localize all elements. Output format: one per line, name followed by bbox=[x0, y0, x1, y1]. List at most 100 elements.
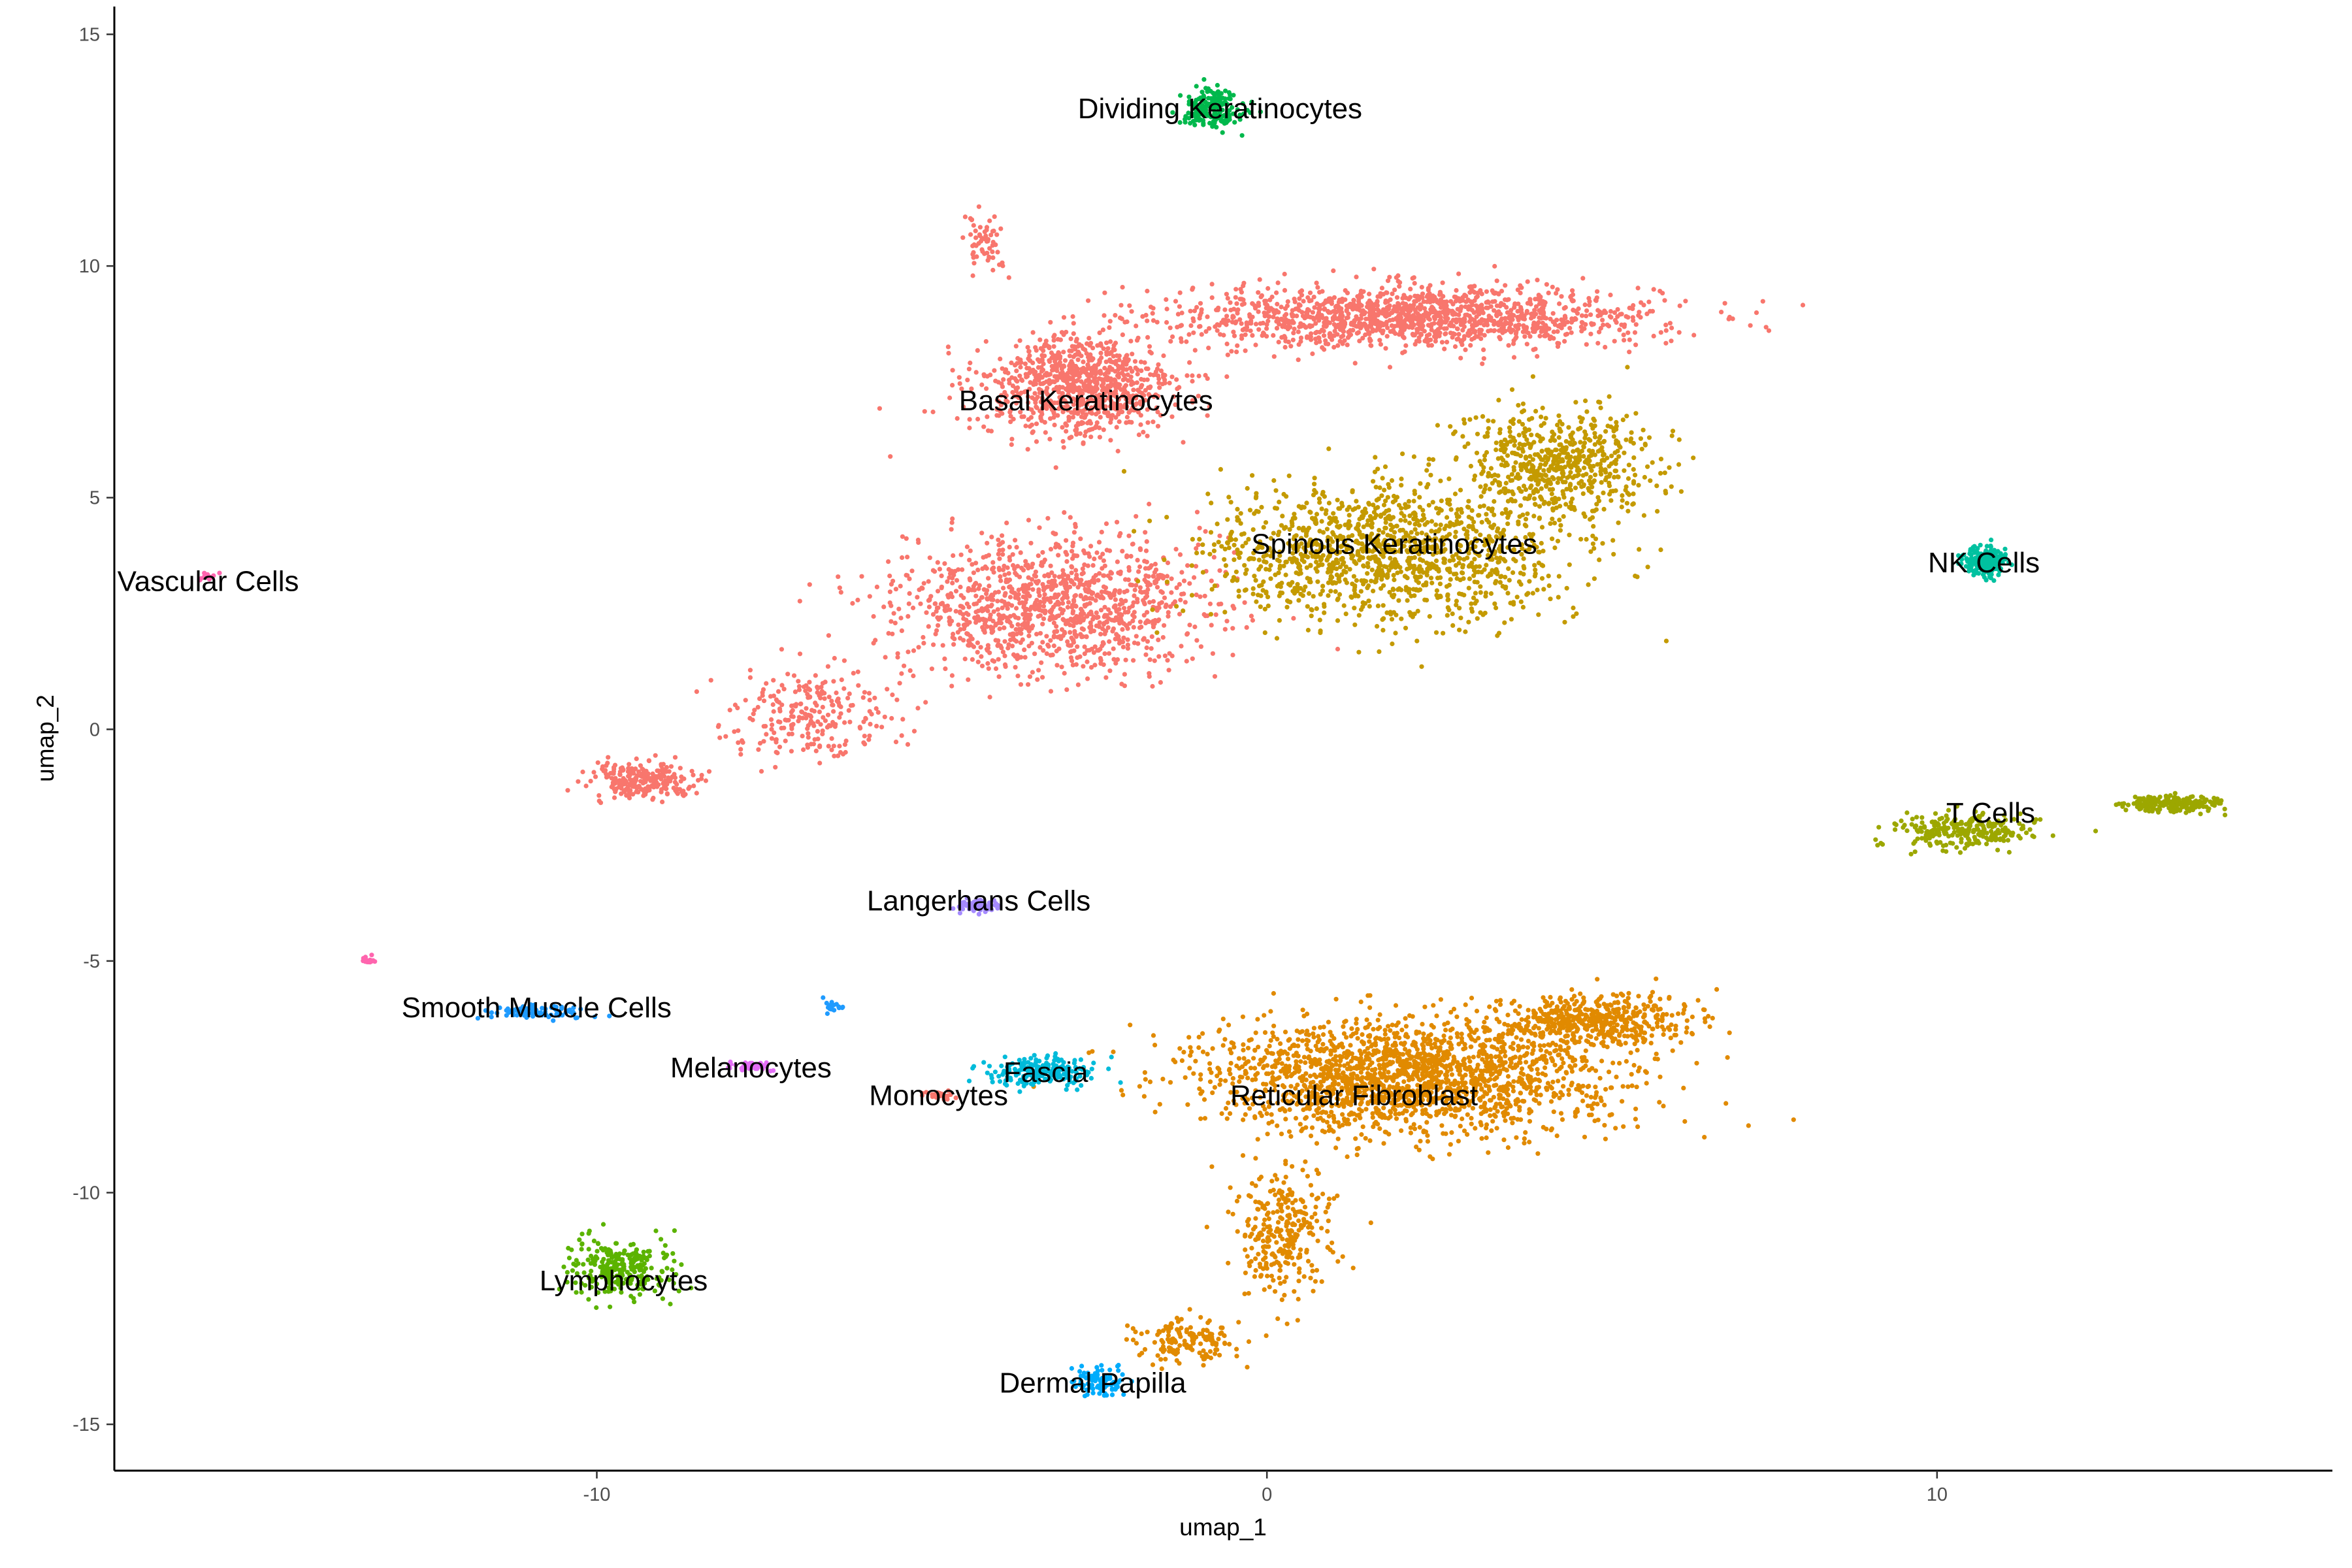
data-point bbox=[1164, 580, 1169, 585]
data-point bbox=[1065, 408, 1071, 413]
data-point bbox=[860, 695, 866, 700]
data-point bbox=[1422, 329, 1427, 334]
data-point bbox=[1356, 613, 1362, 618]
data-point bbox=[995, 607, 1000, 612]
data-point bbox=[1026, 575, 1031, 580]
data-point bbox=[846, 708, 851, 713]
data-point bbox=[1352, 361, 1358, 366]
data-point bbox=[971, 570, 976, 576]
data-point bbox=[1010, 389, 1015, 395]
data-point bbox=[1120, 644, 1126, 649]
data-point bbox=[904, 536, 909, 541]
data-point bbox=[1559, 317, 1564, 322]
data-point bbox=[1075, 553, 1080, 559]
data-point bbox=[1015, 593, 1020, 598]
data-point bbox=[814, 703, 819, 708]
data-point bbox=[1102, 604, 1107, 610]
data-point bbox=[1526, 331, 1531, 336]
data-point bbox=[1277, 618, 1282, 623]
data-point bbox=[1658, 330, 1663, 335]
data-point bbox=[759, 769, 764, 774]
data-point bbox=[1354, 324, 1360, 329]
data-point bbox=[1514, 329, 1519, 335]
data-point bbox=[1233, 287, 1239, 292]
data-point bbox=[1037, 613, 1043, 618]
data-point bbox=[1156, 637, 1161, 643]
data-point bbox=[1555, 329, 1560, 334]
data-point bbox=[1467, 290, 1473, 295]
data-point bbox=[801, 747, 806, 753]
data-point bbox=[894, 697, 900, 702]
data-point bbox=[967, 620, 972, 625]
data-point bbox=[655, 768, 660, 774]
data-point bbox=[1315, 312, 1321, 318]
data-point bbox=[1021, 583, 1026, 588]
data-point bbox=[820, 728, 825, 734]
data-point bbox=[1006, 571, 1011, 576]
data-point bbox=[1149, 563, 1154, 568]
data-point bbox=[1154, 319, 1160, 325]
data-point bbox=[1479, 570, 1484, 575]
data-point bbox=[1125, 391, 1130, 396]
data-point bbox=[1260, 320, 1266, 326]
data-point bbox=[811, 709, 817, 714]
data-point bbox=[968, 578, 973, 583]
data-point bbox=[1034, 439, 1039, 444]
data-point bbox=[1072, 410, 1077, 416]
data-point bbox=[887, 573, 892, 579]
data-point bbox=[984, 386, 989, 391]
data-point bbox=[1045, 596, 1050, 602]
data-point bbox=[882, 714, 887, 719]
data-point bbox=[1156, 380, 1162, 385]
data-point bbox=[1677, 303, 1682, 308]
data-point bbox=[593, 774, 598, 779]
data-point bbox=[1065, 604, 1070, 610]
data-point bbox=[815, 728, 820, 734]
data-point bbox=[961, 616, 966, 621]
data-point bbox=[1168, 325, 1173, 331]
data-point bbox=[789, 723, 794, 728]
data-point bbox=[1456, 271, 1462, 276]
data-point bbox=[1235, 310, 1240, 316]
data-point bbox=[1538, 294, 1543, 299]
data-point bbox=[1017, 574, 1022, 580]
data-point bbox=[1053, 359, 1058, 364]
data-point bbox=[1250, 586, 1256, 591]
data-point bbox=[1138, 402, 1143, 407]
data-point bbox=[895, 655, 900, 660]
data-point bbox=[1337, 592, 1343, 597]
data-point bbox=[1034, 421, 1039, 427]
data-point bbox=[1230, 653, 1235, 658]
data-point bbox=[1125, 642, 1130, 647]
data-point bbox=[1191, 318, 1196, 323]
data-point bbox=[899, 733, 904, 738]
data-point bbox=[1200, 550, 1205, 555]
data-point bbox=[1262, 310, 1267, 316]
data-point bbox=[1509, 321, 1514, 327]
data-point bbox=[1587, 302, 1592, 308]
data-point bbox=[1036, 378, 1041, 383]
data-point bbox=[834, 690, 839, 696]
data-point bbox=[1297, 296, 1302, 301]
data-point bbox=[1009, 436, 1015, 442]
data-point bbox=[1075, 357, 1081, 363]
data-point bbox=[1030, 670, 1035, 675]
data-point bbox=[1098, 608, 1104, 613]
data-point bbox=[977, 233, 983, 238]
data-point bbox=[1060, 568, 1066, 573]
data-point bbox=[1546, 290, 1551, 295]
data-point bbox=[1042, 592, 1047, 597]
data-point bbox=[900, 555, 905, 561]
data-point bbox=[1209, 500, 1214, 506]
data-point bbox=[1162, 653, 1168, 659]
data-point bbox=[1422, 306, 1428, 311]
data-point bbox=[1429, 343, 1434, 348]
data-point bbox=[996, 589, 1002, 595]
data-point bbox=[985, 596, 990, 602]
data-point bbox=[1371, 589, 1376, 594]
data-point bbox=[956, 622, 961, 627]
data-point bbox=[1080, 408, 1085, 414]
data-point bbox=[1226, 495, 1232, 500]
data-point bbox=[761, 739, 766, 744]
data-point bbox=[1086, 298, 1091, 303]
